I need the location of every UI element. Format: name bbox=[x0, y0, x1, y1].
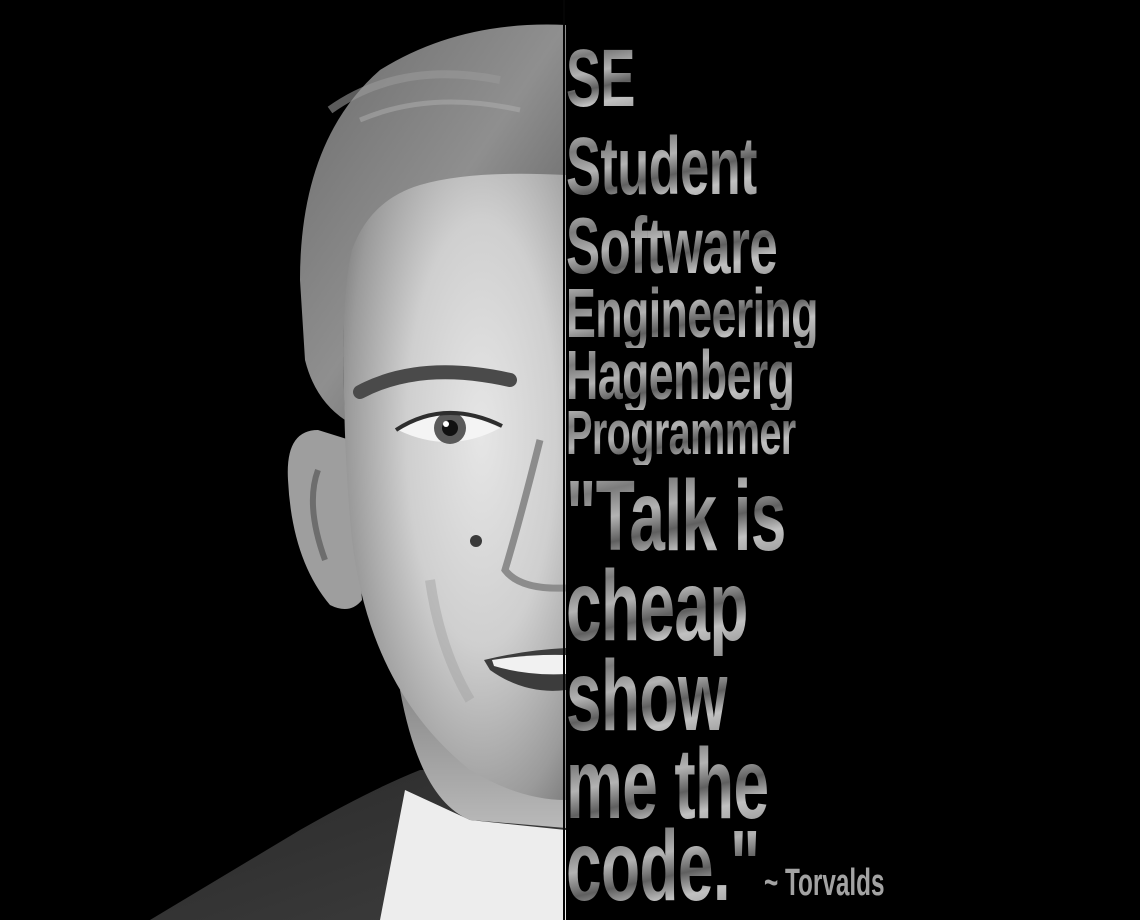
portrait-photo bbox=[0, 0, 566, 920]
word-student: Student bbox=[566, 121, 757, 212]
quote-line-show: show bbox=[566, 640, 728, 752]
word-column: SE Student Software Engineering Hagenber… bbox=[566, 0, 1126, 920]
quote-line-cheap: cheap bbox=[566, 550, 748, 662]
word-hagenberg: Hagenberg bbox=[566, 336, 795, 414]
quote-attribution: ~ Torvalds bbox=[764, 862, 885, 904]
center-divider bbox=[563, 0, 565, 920]
quote-line-code: code." bbox=[566, 810, 760, 920]
quote-line-me-the: me the bbox=[566, 728, 769, 840]
word-se: SE bbox=[566, 33, 635, 124]
word-software: Software bbox=[566, 201, 778, 290]
word-programmer: Programmer bbox=[566, 399, 796, 468]
quote-line-talk-is: "Talk is bbox=[566, 460, 786, 572]
word-engineering: Engineering bbox=[566, 274, 818, 352]
